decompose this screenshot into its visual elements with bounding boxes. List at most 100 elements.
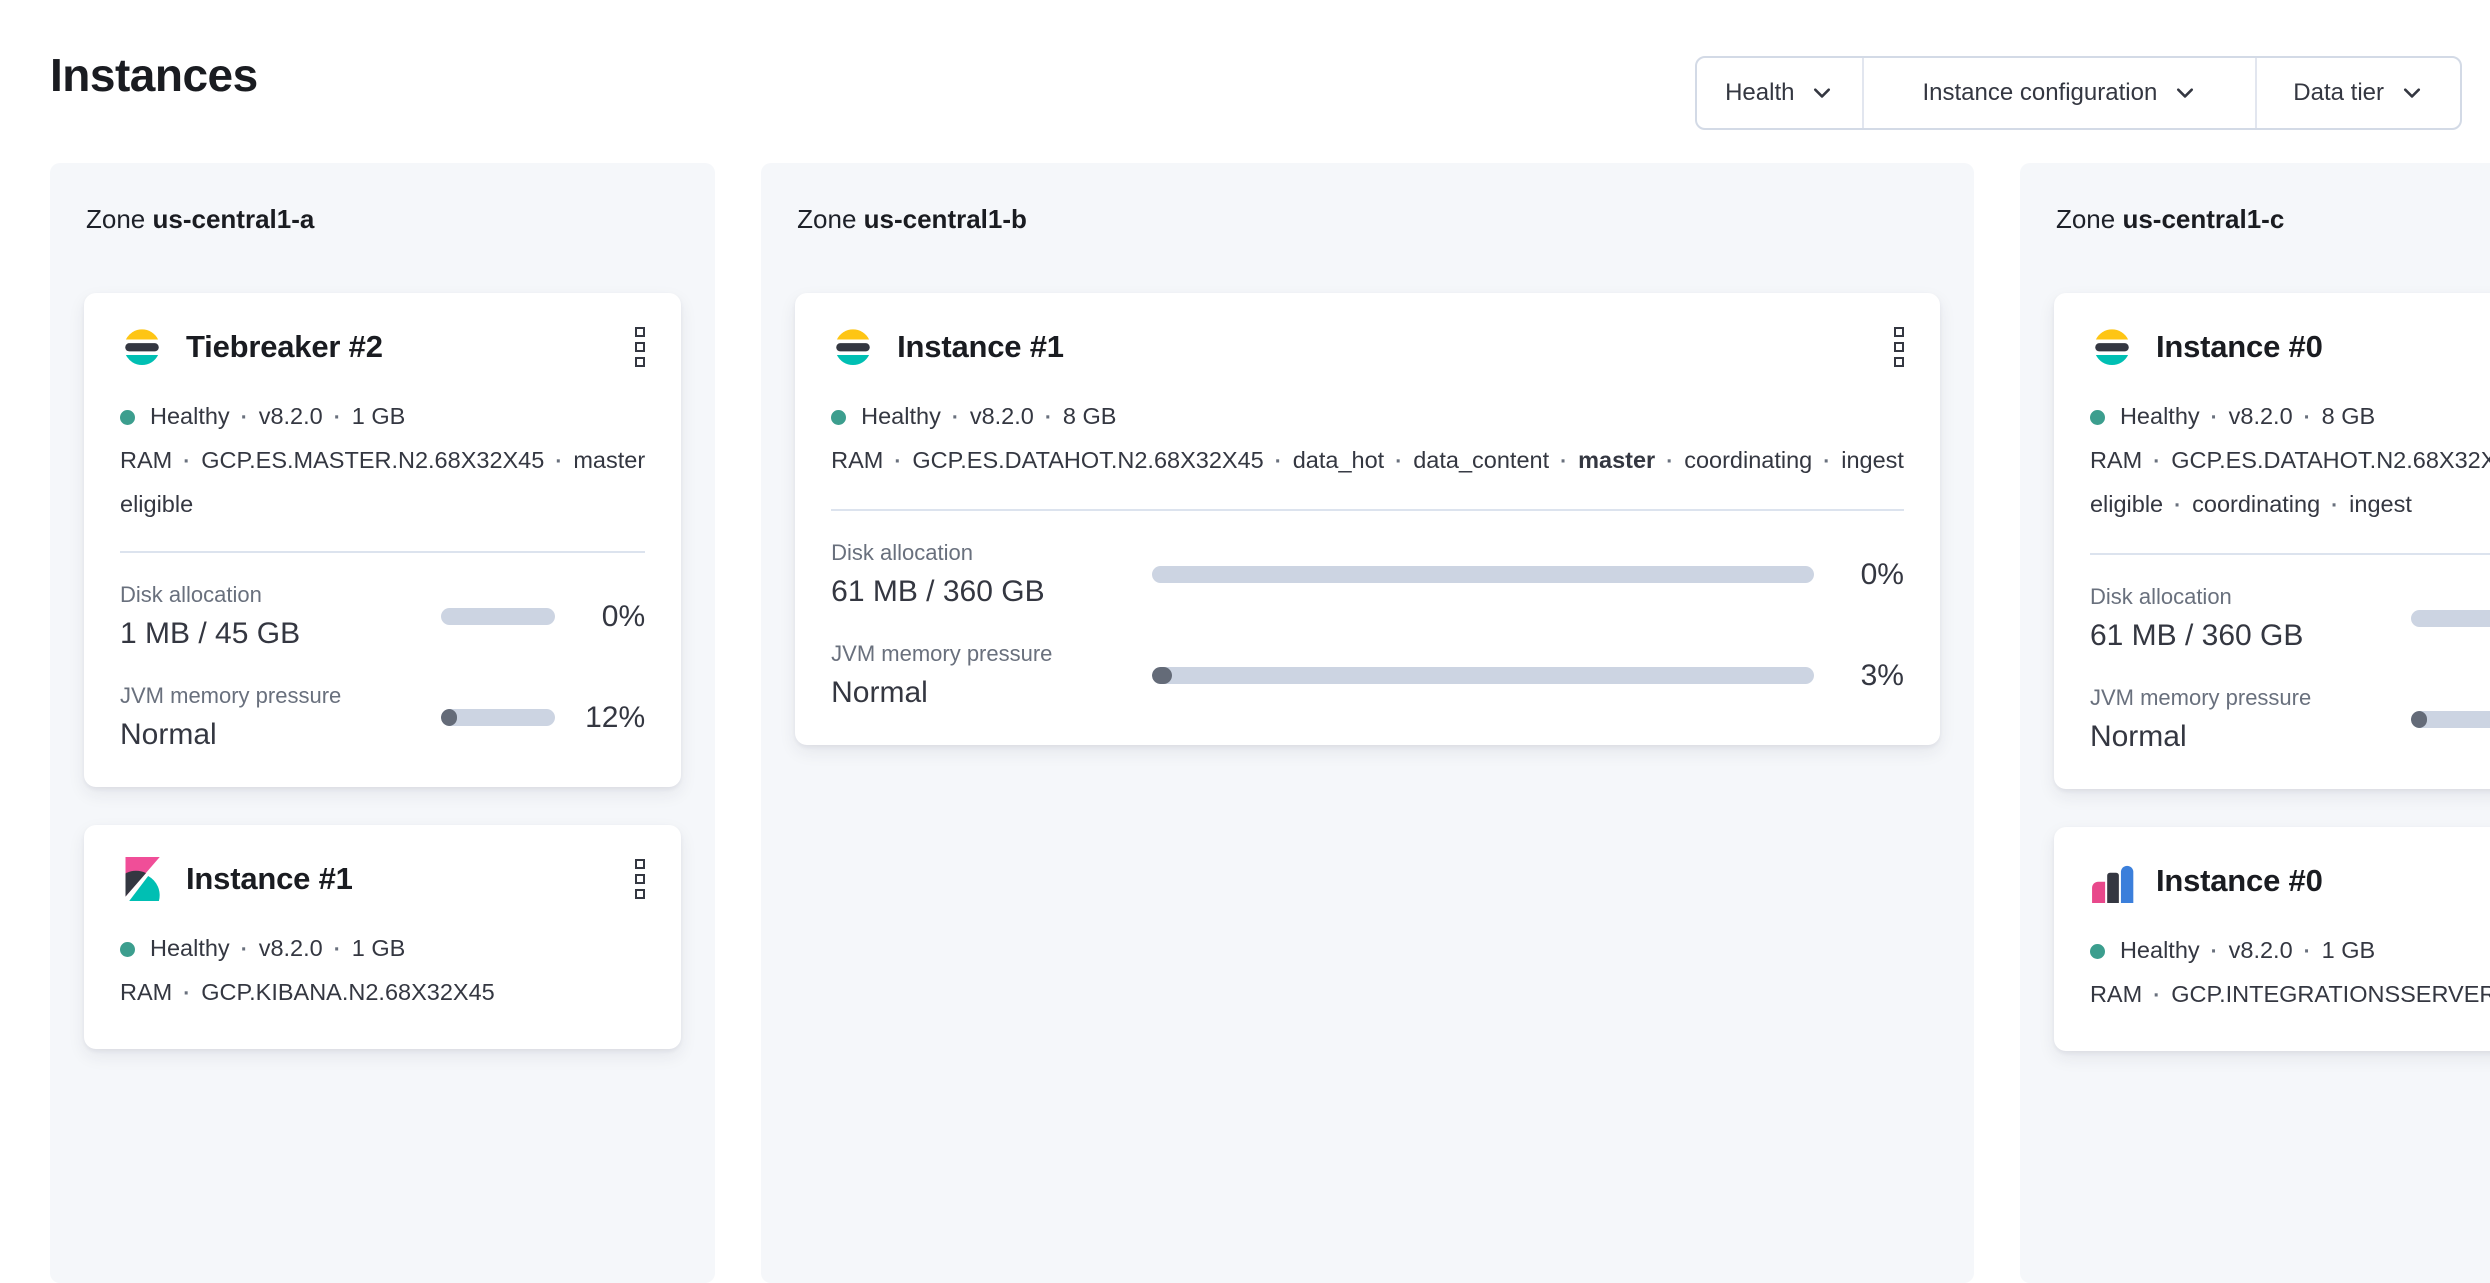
jvm-label: JVM memory pressure <box>831 641 1053 666</box>
elasticsearch-logo-icon <box>2095 329 2129 366</box>
health-status: Healthy <box>2119 937 2200 963</box>
jvm-percent: 12% <box>585 700 646 734</box>
instance-menu-button[interactable] <box>1890 323 1908 371</box>
zones-grid: Zone us-central1-a Tiebreaker #2 Healthy… <box>0 163 2490 1283</box>
jvm-label: JVM memory pressure <box>120 683 342 708</box>
health-dot-icon <box>120 410 135 425</box>
version: v8.2.0 <box>258 403 323 429</box>
disk-allocation-label: Disk allocation <box>120 582 262 607</box>
filter-data-tier-button[interactable]: Data tier <box>2255 58 2460 128</box>
instance-title: Instance #0 <box>2155 863 2323 898</box>
instance-menu-button[interactable] <box>631 323 649 371</box>
health-status: Healthy <box>150 935 230 961</box>
disk-allocation-bar <box>441 608 556 625</box>
disk-allocation-percent: 0% <box>1860 557 1904 591</box>
instance-card-es-0: Instance #0 Healthy · v8.2.0 · 8 GB RAM · GCP.… <box>2053 293 2490 789</box>
jvm-memory-pressure-metric: JVM memory pressure Normal 3% <box>831 640 1904 711</box>
instance-meta: Healthy · v8.2.0 · 1 GB RAM · GCP.ES.MASTER.N2… <box>120 403 646 517</box>
health-dot-icon <box>120 942 135 957</box>
instance-meta: Healthy · v8.2.0 · 8 GB RAM · GCP.ES.DATAHOT.N… <box>831 403 1904 473</box>
zone-panel-us-central1-b: Zone us-central1-b Instance #1 Healthy · v… <box>761 163 1974 1283</box>
disk-allocation-value: 61 MB / 360 GB <box>2089 619 2304 652</box>
node-role: coordinating <box>1684 447 1813 473</box>
disk-allocation-label: Disk allocation <box>831 540 973 565</box>
node-role: master eligible <box>120 447 646 517</box>
page-title: Instances <box>50 49 258 101</box>
disk-allocation-bar <box>2410 610 2490 627</box>
instance-title: Instance #1 <box>186 861 353 896</box>
disk-allocation-label: Disk allocation <box>2089 584 2232 609</box>
node-role-master: master <box>1578 447 1656 473</box>
instance-configuration: GCP.ES.DATAHOT.N2.68X32X45 <box>2171 447 2490 473</box>
zone-name: us-central1-c <box>2122 204 2285 234</box>
node-role: data_content <box>1413 447 1550 473</box>
version: v8.2.0 <box>2228 403 2293 429</box>
filter-health-button[interactable]: Health <box>1697 58 1862 128</box>
ram: 8 GB RAM <box>2089 403 2376 473</box>
health-dot-icon <box>2089 944 2105 959</box>
health-status: Healthy <box>2119 403 2200 429</box>
zone-panel-us-central1-a: Zone us-central1-a Tiebreaker #2 Healthy… <box>50 163 716 1283</box>
jvm-value: Normal <box>120 718 217 751</box>
version: v8.2.0 <box>258 935 323 961</box>
health-dot-icon <box>831 410 847 425</box>
jvm-bar <box>1152 667 1814 684</box>
instance-configuration: GCP.INTEGRATIONSSERVER.N2.68X32X45 <box>2171 981 2490 1007</box>
node-role: data_hot <box>1292 447 1385 473</box>
jvm-value: Normal <box>831 676 928 709</box>
jvm-value: Normal <box>2089 720 2187 753</box>
instance-menu-button[interactable] <box>631 855 649 903</box>
health-status: Healthy <box>150 403 230 429</box>
zone-name: us-central1-b <box>863 204 1027 234</box>
jvm-percent: 3% <box>1860 658 1904 692</box>
filter-group: Health Instance configuration Data tier <box>1695 56 2462 130</box>
zone-name: us-central1-a <box>152 204 315 234</box>
zone-label: Zone us-central1-c <box>2055 204 2285 234</box>
filter-instance-configuration-button[interactable]: Instance configuration <box>1862 58 2255 128</box>
version: v8.2.0 <box>2228 937 2293 963</box>
instance-meta: Healthy · v8.2.0 · 1 GB RAM · GCP.INTEGRATIONS… <box>2089 929 2490 1017</box>
filter-health-label: Health <box>1725 79 1795 106</box>
instance-title: Tiebreaker #2 <box>186 329 383 364</box>
disk-allocation-value: 1 MB / 45 GB <box>120 617 301 650</box>
ram: 1 GB RAM <box>120 403 406 473</box>
ram: 1 GB RAM <box>2089 937 2376 1007</box>
instance-meta: Healthy · v8.2.0 · 8 GB RAM · GCP.ES.DATAHOT.N… <box>2089 395 2490 527</box>
version: v8.2.0 <box>969 403 1034 429</box>
instance-title: Instance #0 <box>2155 329 2323 364</box>
node-role: master eligible <box>2089 491 2164 517</box>
chevron-down-icon <box>1814 88 1831 98</box>
instance-card-kibana-1: Instance #1 Healthy · v8.2.0 · 1 GB RAM · GCP.… <box>84 825 682 1049</box>
zone-panel-us-central1-c: Zone us-central1-c Instance #0 Healthy · v… <box>2019 163 2490 1283</box>
jvm-memory-pressure-metric: JVM memory pressure Normal 12% <box>120 682 645 753</box>
integrations-server-logo-icon <box>2092 865 2134 903</box>
instance-configuration: GCP.ES.MASTER.N2.68X32X45 <box>201 447 545 473</box>
instance-configuration: GCP.KIBANA.N2.68X32X45 <box>201 979 495 1005</box>
zone-label: Zone us-central1-a <box>86 204 315 234</box>
chevron-down-icon <box>2403 88 2421 98</box>
disk-allocation-percent: 0% <box>601 599 646 633</box>
chevron-down-icon <box>2177 88 2194 98</box>
filter-data-tier-label: Data tier <box>2293 79 2384 106</box>
elasticsearch-logo-icon <box>125 329 159 366</box>
ram: 8 GB RAM <box>831 403 1117 473</box>
zone-label: Zone us-central1-b <box>797 204 1027 234</box>
ram: 1 GB RAM <box>120 935 406 1005</box>
disk-allocation-value: 61 MB / 360 GB <box>831 575 1045 608</box>
node-role: coordinating <box>2192 491 2321 517</box>
instance-configuration: GCP.ES.DATAHOT.N2.68X32X45 <box>912 447 1264 473</box>
disk-allocation-metric: Disk allocation 61 MB / 360 GB 0% <box>831 539 1904 610</box>
divider <box>831 509 1904 511</box>
jvm-memory-pressure-metric: JVM memory pressure Normal 2% <box>2090 684 2490 755</box>
divider <box>2089 553 2490 555</box>
node-role: ingest <box>1841 447 1904 473</box>
elasticsearch-logo-icon <box>836 329 870 366</box>
kibana-logo-icon <box>125 857 160 901</box>
instance-title: Instance #1 <box>897 329 1064 364</box>
instance-card-es-1: Instance #1 Healthy · v8.2.0 · 8 GB RAM · GCP.… <box>795 293 1940 745</box>
disk-allocation-metric: Disk allocation 61 MB / 360 GB 0% <box>2090 583 2490 654</box>
health-status: Healthy <box>861 403 941 429</box>
jvm-bar <box>441 709 556 726</box>
disk-allocation-metric: Disk allocation 1 MB / 45 GB 0% <box>120 581 645 652</box>
instance-card-tiebreaker-2: Tiebreaker #2 Healthy · v8.2.0 · 1 GB RAM · GC… <box>84 293 682 787</box>
